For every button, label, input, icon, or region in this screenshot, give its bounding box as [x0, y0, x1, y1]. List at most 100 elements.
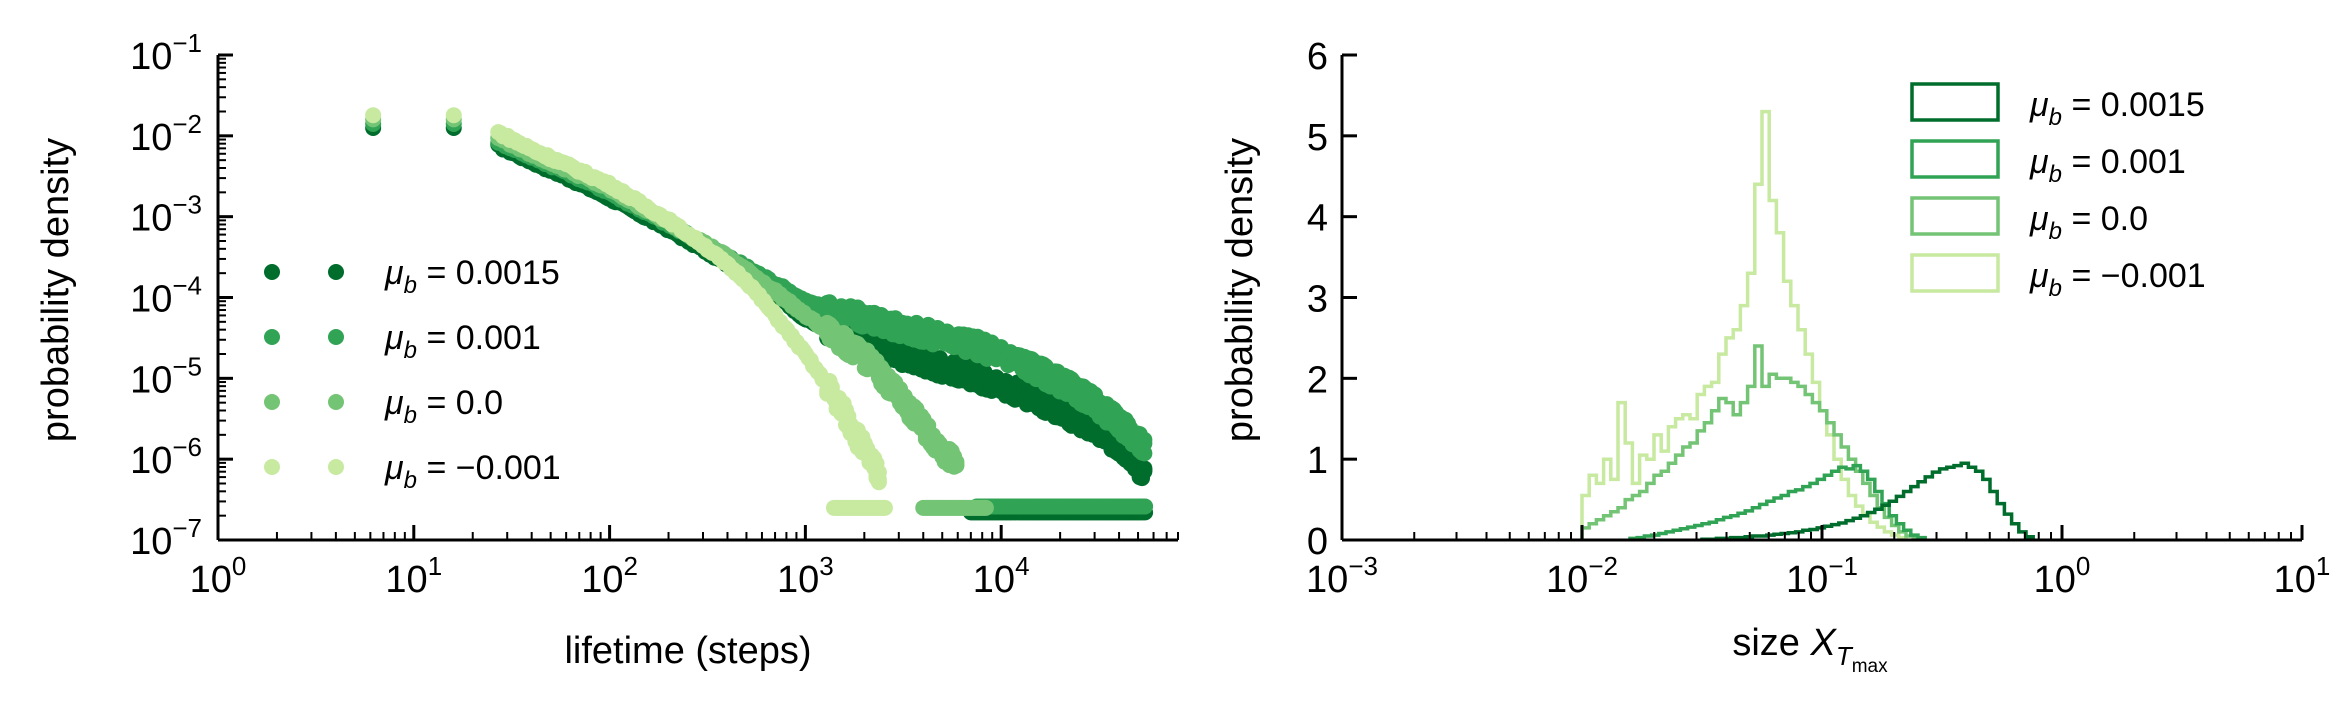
- lifetime-x-tick-label-1: 101: [385, 551, 442, 601]
- lifetime-y-tick-label-5: 10−2: [130, 109, 202, 159]
- size-legend-entry-2-symbol: μ: [2029, 200, 2049, 238]
- lifetime-y-tick-label-6-exponent: −1: [172, 28, 202, 58]
- size-x-label-subsubscript: max: [1852, 656, 1888, 677]
- lifetime-legend-entry-0-subscript: b: [404, 272, 417, 299]
- lifetime-x-tick-label-0: 100: [190, 551, 247, 601]
- lifetime-x-tick-label-2: 102: [581, 551, 638, 601]
- lifetime-x-tick-label-2-exponent: 2: [623, 551, 637, 581]
- size-legend-swatch-0: [1910, 82, 2000, 122]
- lifetime-series-3: [365, 107, 893, 516]
- size-y-tick-label-5: 5: [1307, 117, 1328, 159]
- lifetime-y-tick-label-5-base: 10: [130, 117, 172, 159]
- lifetime-x-tick-label-3: 103: [777, 551, 834, 601]
- size-legend-entry-3: μb = −0.001: [2029, 257, 2206, 302]
- lifetime-legend-entry-1-value: = 0.001: [417, 319, 541, 357]
- size-legend-entry-3-value: = −0.001: [2062, 257, 2206, 295]
- lifetime-x-tick-label-0-base: 10: [190, 559, 232, 601]
- lifetime-x-tick-label-4-base: 10: [973, 559, 1015, 601]
- lifetime-point-1-547: [1136, 435, 1153, 452]
- lifetime-y-tick-label-4: 10−3: [130, 190, 202, 240]
- size-x-axis-label: size XTmax: [1732, 622, 1888, 677]
- lifetime-y-tick-label-2-exponent: −5: [172, 351, 202, 381]
- lifetime-y-tick-label-6: 10−1: [130, 28, 202, 78]
- size-legend-entry-0: μb = 0.0015: [2029, 86, 2205, 131]
- size-x-tick-label-1-exponent: −2: [1588, 551, 1618, 581]
- lifetime-y-tick-label-5-exponent: −2: [172, 109, 202, 139]
- size-x-tick-label-3: 100: [2034, 551, 2091, 601]
- size-legend-swatch-1: [1910, 139, 2000, 179]
- lifetime-y-tick-label-0-base: 10: [130, 521, 172, 563]
- size-x-tick-label-0-exponent: −3: [1348, 551, 1378, 581]
- lifetime-y-tick-label-4-base: 10: [130, 198, 172, 240]
- size-x-tick-label-2: 10−1: [1786, 551, 1858, 601]
- size-histogram-step-1: [1580, 344, 1923, 541]
- lifetime-legend-marker-b-1: [328, 329, 344, 345]
- lifetime-x-tick-label-3-base: 10: [777, 559, 819, 601]
- lifetime-legend-entry-1-symbol: μ: [384, 319, 404, 357]
- size-legend-swatch-2: [1910, 196, 2000, 236]
- size-histogram-step-0: [1580, 109, 1908, 540]
- lifetime-legend-entry-0-value: = 0.0015: [417, 254, 560, 292]
- lifetime-legend-entry-2-subscript: b: [404, 402, 417, 429]
- size-legend-entry-1: μb = 0.001: [2029, 143, 2186, 188]
- lifetime-y-tick-label-2-base: 10: [130, 359, 172, 401]
- size-x-label-word: size: [1732, 622, 1810, 664]
- lifetime-y-tick-label-3: 10−4: [130, 271, 202, 321]
- lifetime-y-axis-label: probability density: [35, 138, 77, 442]
- lifetime-legend-marker-b-3: [328, 459, 344, 475]
- lifetime-y-tick-label-1: 10−6: [130, 432, 202, 482]
- size-x-tick-label-1: 10−2: [1546, 551, 1618, 601]
- size-legend-entry-3-symbol: μ: [2029, 257, 2049, 295]
- lifetime-axes: 100 101 102 103 10410−710−610−510−410−310−21…: [130, 28, 1179, 601]
- lifetime-y-tick-label-1-base: 10: [130, 440, 172, 482]
- size-x-tick-label-4-exponent: 1: [2316, 551, 2330, 581]
- lifetime-floor-point-1-634: [1137, 498, 1154, 515]
- size-histogram-step-3: [1700, 461, 2035, 541]
- size-legend-entry-0-symbol: μ: [2029, 86, 2049, 124]
- lifetime-x-tick-label-0-exponent: 0: [232, 551, 246, 581]
- size-legend-entry-1-subscript: b: [2049, 161, 2062, 188]
- size-x-tick-label-0-base: 10: [1306, 559, 1348, 601]
- lifetime-legend-entry-1-subscript: b: [404, 337, 417, 364]
- lifetime-point-3-208: [870, 471, 887, 488]
- lifetime-y-tick-label-3-exponent: −4: [172, 271, 202, 301]
- size-y-tick-label-0: 0: [1307, 521, 1328, 563]
- size-histogram-marks: [1580, 109, 2035, 541]
- lifetime-legend-entry-2: μb = 0.0: [384, 384, 503, 429]
- lifetime-legend-entry-0-symbol: μ: [384, 254, 404, 292]
- size-y-tick-label-1: 1: [1307, 440, 1328, 482]
- lifetime-x-tick-label-4-exponent: 4: [1015, 551, 1029, 581]
- size-y-tick-label-2: 2: [1307, 359, 1328, 401]
- size-legend-swatch-3: [1910, 253, 2000, 293]
- lifetime-legend-marker-a-1: [264, 329, 280, 345]
- lifetime-scatter-marks: [365, 107, 1154, 521]
- lifetime-legend-marker-a-2: [264, 394, 280, 410]
- size-x-label-subscript: T: [1836, 641, 1854, 671]
- lifetime-x-axis-label: lifetime (steps): [564, 630, 811, 672]
- size-x-label-symbol: X: [1809, 622, 1837, 664]
- lifetime-panel: 100 101 102 103 10410−710−610−510−410−310−21…: [35, 28, 1179, 672]
- size-legend-entry-2-subscript: b: [2049, 218, 2062, 245]
- size-legend-entry-1-symbol: μ: [2029, 143, 2049, 181]
- lifetime-floor-point-3-235: [876, 499, 893, 516]
- lifetime-y-tick-label-2: 10−5: [130, 351, 202, 401]
- lifetime-legend-entry-2-value: = 0.0: [417, 384, 503, 422]
- size-y-tick-label-3: 3: [1307, 279, 1328, 321]
- lifetime-legend-entry-0: μb = 0.0015: [384, 254, 560, 299]
- lifetime-y-tick-label-0: 10−7: [130, 513, 202, 563]
- lifetime-legend-marker-b-0: [328, 264, 344, 280]
- lifetime-legend-entry-1: μb = 0.001: [384, 319, 541, 364]
- size-x-tick-label-3-exponent: 0: [2076, 551, 2090, 581]
- size-x-tick-label-3-base: 10: [2034, 559, 2076, 601]
- lifetime-x-tick-label-4: 104: [973, 551, 1030, 601]
- size-legend-entry-2: μb = 0.0: [2029, 200, 2148, 245]
- lifetime-legend-entry-2-symbol: μ: [384, 384, 404, 422]
- size-legend-entry-0-subscript: b: [2049, 104, 2062, 131]
- lifetime-x-tick-label-1-base: 10: [385, 559, 427, 601]
- lifetime-y-tick-label-6-base: 10: [130, 36, 172, 78]
- lifetime-y-tick-label-4-exponent: −3: [172, 190, 202, 220]
